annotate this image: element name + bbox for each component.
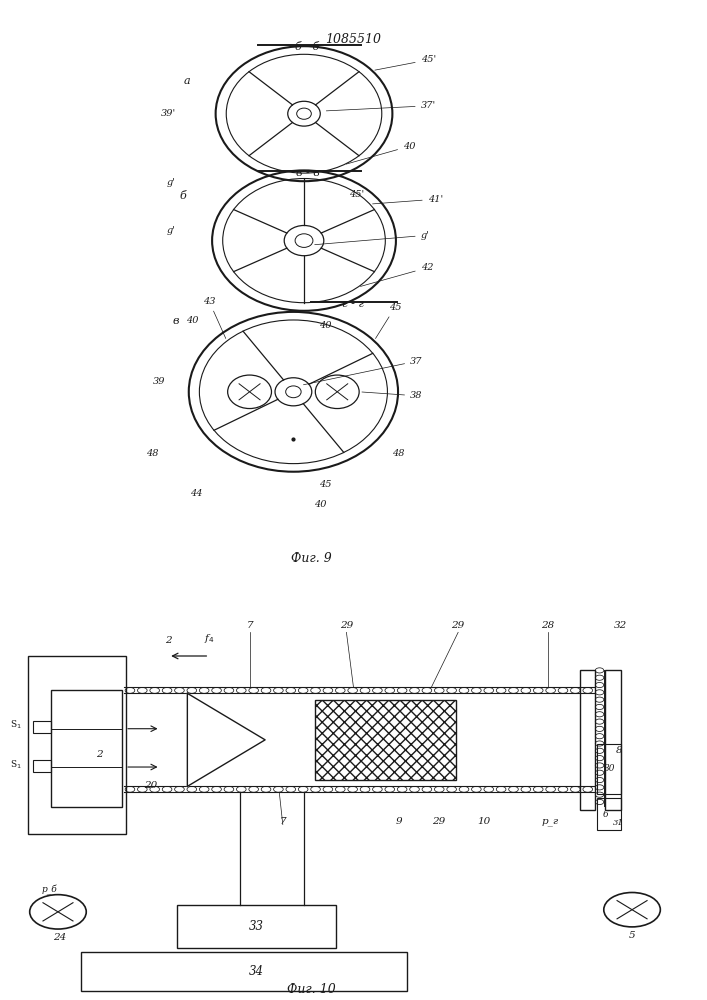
Text: 42: 42 [361,263,433,286]
Text: р_г: р_г [542,817,559,826]
Text: 40: 40 [314,500,327,509]
Circle shape [286,386,301,398]
Text: 5: 5 [629,931,636,940]
Text: б - б: б - б [296,42,320,52]
Text: в - в: в - в [296,168,320,178]
Bar [81,952,407,991]
Text: 31: 31 [612,819,624,827]
Text: в: в [172,316,179,326]
Text: 29: 29 [340,621,353,630]
Text: 32: 32 [614,621,627,630]
Text: 28: 28 [542,621,554,630]
Polygon shape [187,693,265,786]
Text: 24: 24 [53,933,66,942]
Bar [315,700,456,780]
Text: 45': 45' [349,190,365,199]
Text: б: б [179,191,186,201]
Bar [580,670,595,810]
Text: 10: 10 [478,817,491,826]
Text: р_б: р_б [42,884,57,895]
Text: 30: 30 [604,764,615,773]
Bar [28,656,126,834]
Text: Фиг. 10: Фиг. 10 [287,983,335,996]
Circle shape [297,108,311,119]
Text: 43: 43 [203,297,226,338]
Bar [51,690,122,806]
Circle shape [295,234,313,247]
Text: г - г: г - г [342,299,365,309]
Text: 9: 9 [396,817,403,826]
Text: 45': 45' [375,55,436,70]
Text: 40: 40 [186,316,199,325]
Text: 29: 29 [452,621,464,630]
Bar [597,798,621,830]
Text: 2: 2 [165,636,172,645]
Text: 39': 39' [160,109,176,118]
Text: g': g' [167,178,175,187]
Bar [605,670,621,810]
Text: 37: 37 [303,357,423,385]
Text: 40: 40 [346,142,416,164]
Text: Фиг. 9: Фиг. 9 [291,552,332,565]
Bar [33,760,51,772]
Text: 33: 33 [249,920,264,933]
Text: 29: 29 [432,817,445,826]
Text: 7: 7 [246,621,253,630]
Text: g': g' [315,231,430,245]
Text: 44: 44 [189,489,202,498]
Text: S$_1$: S$_1$ [10,719,21,731]
Text: g': g' [167,226,175,235]
Bar [597,744,621,794]
Text: 48: 48 [392,449,404,458]
Text: 48: 48 [146,449,158,458]
Bar [177,905,336,948]
Text: 38: 38 [362,391,423,400]
Text: 45: 45 [375,303,402,339]
Text: f$_4$: f$_4$ [204,632,215,645]
Text: 39: 39 [153,376,165,385]
Bar [33,721,51,733]
Text: 41': 41' [373,195,443,204]
Text: S$_1$: S$_1$ [10,758,21,771]
Text: 2: 2 [95,750,103,759]
Text: 20: 20 [144,780,157,790]
Text: 37': 37' [327,101,436,111]
Text: 45: 45 [319,480,332,489]
Text: 1085510: 1085510 [325,33,382,46]
Text: 6: 6 [602,810,608,819]
Text: 40: 40 [319,321,332,330]
Text: 8: 8 [616,746,623,755]
Text: 7: 7 [279,817,286,826]
Text: 34: 34 [249,965,264,978]
Text: а: а [184,76,191,86]
